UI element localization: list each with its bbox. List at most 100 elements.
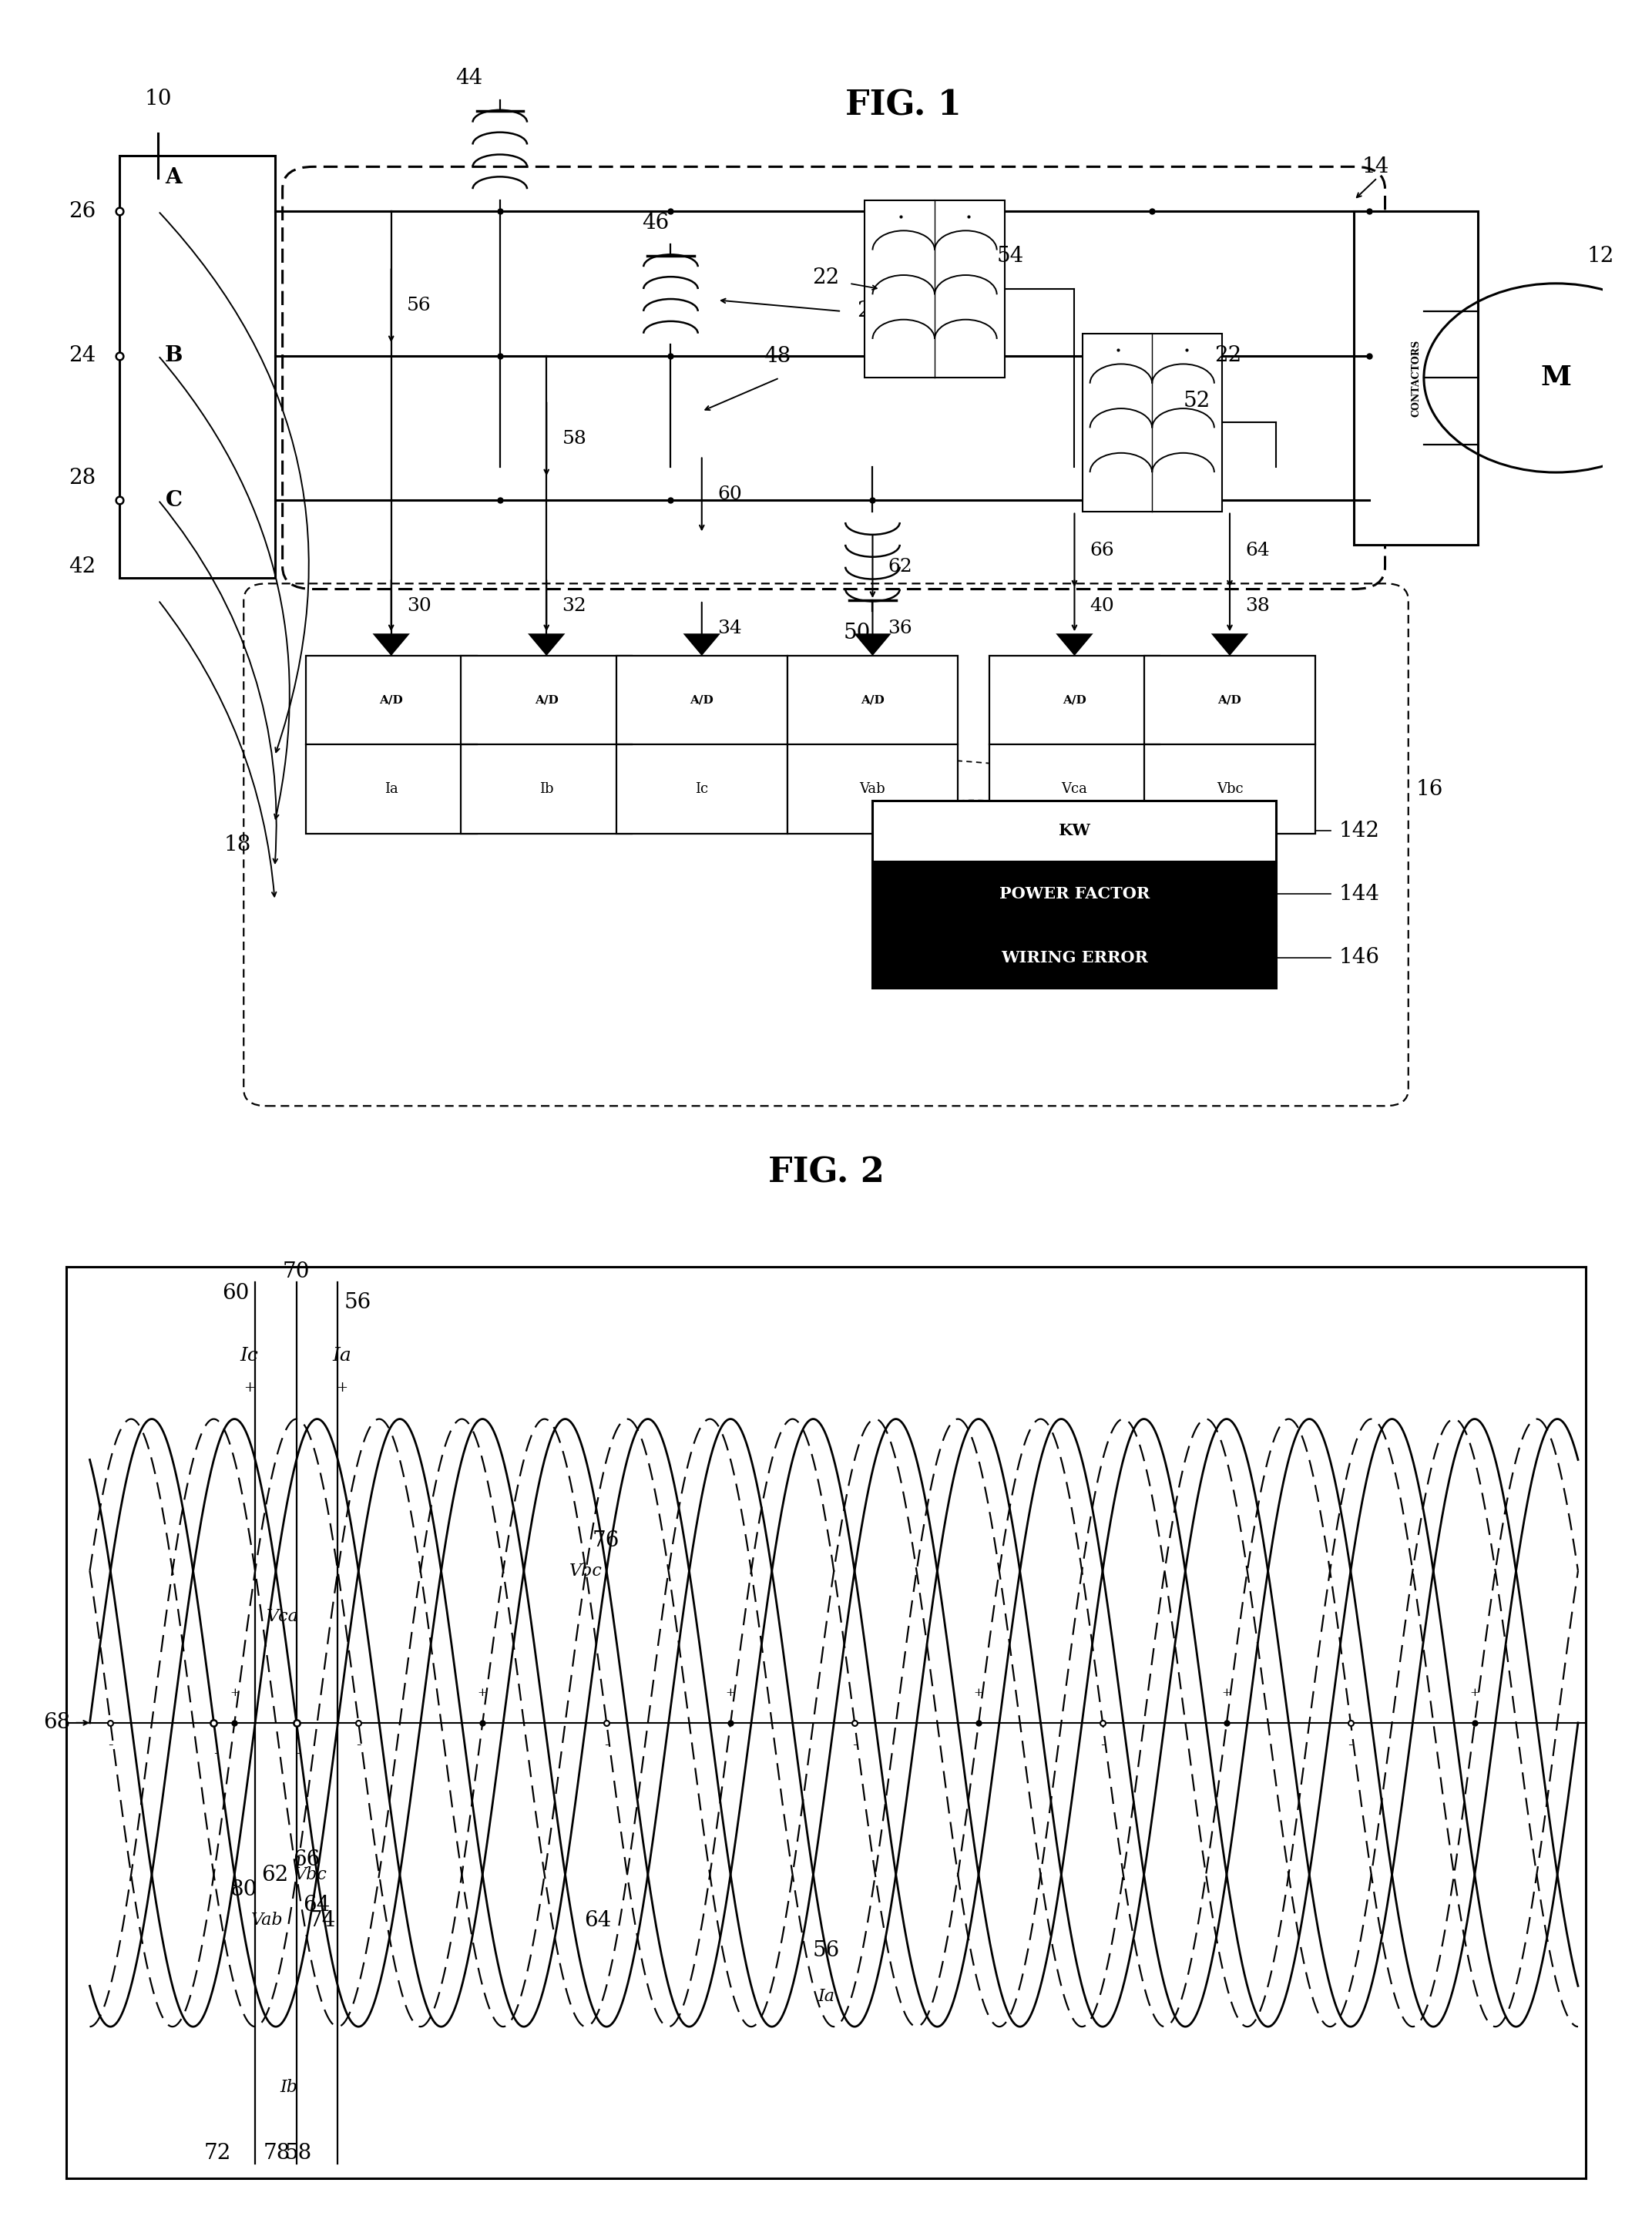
Text: A/D: A/D <box>1062 696 1087 705</box>
Text: Vab: Vab <box>251 1912 282 1930</box>
Polygon shape <box>1056 634 1094 656</box>
FancyBboxPatch shape <box>461 656 631 834</box>
Text: Vbc: Vbc <box>294 1867 327 1883</box>
FancyBboxPatch shape <box>1145 656 1315 834</box>
Text: 64: 64 <box>1246 542 1270 558</box>
Text: +: + <box>1470 1687 1480 1698</box>
Text: 74: 74 <box>309 1910 335 1932</box>
Text: 12: 12 <box>1588 247 1614 267</box>
Text: 64: 64 <box>302 1894 330 1916</box>
Text: FIG. 1: FIG. 1 <box>846 89 961 122</box>
Text: Ib: Ib <box>279 2079 297 2096</box>
Text: Ib: Ib <box>539 782 553 796</box>
Text: +: + <box>1222 1687 1231 1698</box>
Text: 78: 78 <box>263 2143 291 2163</box>
Text: A/D: A/D <box>380 696 403 705</box>
Text: A: A <box>165 167 182 189</box>
FancyBboxPatch shape <box>616 656 786 834</box>
Text: A/D: A/D <box>1218 696 1242 705</box>
Text: +: + <box>335 1380 347 1394</box>
FancyBboxPatch shape <box>872 927 1277 987</box>
FancyBboxPatch shape <box>786 656 958 834</box>
Text: 40: 40 <box>1090 598 1115 614</box>
FancyBboxPatch shape <box>119 156 274 578</box>
Text: 28: 28 <box>69 467 96 489</box>
FancyBboxPatch shape <box>872 800 1277 863</box>
Text: -: - <box>1100 1738 1105 1752</box>
Text: -: - <box>605 1738 610 1752</box>
Text: +: + <box>243 1380 254 1394</box>
Text: 38: 38 <box>1246 598 1270 614</box>
Text: Ic: Ic <box>695 782 709 796</box>
FancyBboxPatch shape <box>866 200 1004 378</box>
Text: A/D: A/D <box>535 696 558 705</box>
Text: -: - <box>296 1747 301 1761</box>
Text: 42: 42 <box>69 556 96 578</box>
Text: Vbc: Vbc <box>1216 782 1242 796</box>
Text: 66: 66 <box>292 1850 320 1870</box>
Polygon shape <box>1211 634 1249 656</box>
Text: 144: 144 <box>1338 885 1379 905</box>
Text: 66: 66 <box>1090 542 1115 558</box>
Text: Ia: Ia <box>332 1347 352 1365</box>
Text: Vca: Vca <box>1062 782 1087 796</box>
Text: B: B <box>165 345 183 367</box>
Text: 64: 64 <box>585 1910 611 1932</box>
Text: 44: 44 <box>456 69 482 89</box>
Text: M: M <box>1540 365 1571 391</box>
Text: 32: 32 <box>562 598 586 614</box>
Text: KW: KW <box>1059 823 1090 838</box>
Text: -: - <box>107 1738 112 1752</box>
Text: A/D: A/D <box>691 696 714 705</box>
Text: +: + <box>477 1687 487 1698</box>
Text: 58: 58 <box>284 2143 312 2163</box>
Text: 72: 72 <box>205 2143 231 2163</box>
Text: +: + <box>725 1687 735 1698</box>
Text: 58: 58 <box>562 431 586 447</box>
FancyBboxPatch shape <box>1355 211 1479 545</box>
Text: 68: 68 <box>43 1712 69 1734</box>
Text: -: - <box>355 1738 362 1752</box>
FancyBboxPatch shape <box>990 656 1160 834</box>
Text: 18: 18 <box>225 834 251 856</box>
Text: Ia: Ia <box>818 1987 834 2005</box>
FancyBboxPatch shape <box>306 656 477 834</box>
Text: Ia: Ia <box>385 782 398 796</box>
Text: -: - <box>213 1747 218 1761</box>
FancyBboxPatch shape <box>872 865 1277 925</box>
Text: 142: 142 <box>1338 820 1379 840</box>
Text: 54: 54 <box>996 247 1024 267</box>
Polygon shape <box>854 634 890 656</box>
Text: 46: 46 <box>641 213 669 233</box>
Text: 56: 56 <box>406 298 431 313</box>
Text: 56: 56 <box>344 1292 372 1312</box>
Text: 36: 36 <box>889 620 912 636</box>
Text: 146: 146 <box>1338 947 1379 967</box>
Text: C: C <box>165 489 182 511</box>
Text: Ic: Ic <box>240 1347 258 1365</box>
Text: 22: 22 <box>813 267 839 289</box>
Text: 26: 26 <box>69 200 96 222</box>
Text: 60: 60 <box>717 487 742 502</box>
Text: 30: 30 <box>406 598 431 614</box>
Polygon shape <box>529 634 565 656</box>
FancyBboxPatch shape <box>1082 333 1222 511</box>
Text: Vbc: Vbc <box>570 1563 603 1578</box>
Text: -: - <box>852 1738 857 1752</box>
Text: Vca: Vca <box>266 1607 299 1625</box>
Text: 48: 48 <box>763 347 791 367</box>
Text: 34: 34 <box>717 620 742 636</box>
Text: 10: 10 <box>145 89 172 109</box>
Text: 22: 22 <box>1214 345 1241 367</box>
Polygon shape <box>684 634 720 656</box>
Text: Vab: Vab <box>859 782 885 796</box>
Text: 52: 52 <box>1183 391 1211 411</box>
Text: A/D: A/D <box>861 696 884 705</box>
Text: 62: 62 <box>889 558 912 576</box>
Text: POWER FACTOR: POWER FACTOR <box>999 887 1150 903</box>
Text: 16: 16 <box>1416 778 1444 800</box>
Text: 76: 76 <box>591 1529 620 1552</box>
Text: 20: 20 <box>857 300 884 322</box>
Text: FIG. 2: FIG. 2 <box>768 1156 884 1189</box>
Text: 14: 14 <box>1361 156 1389 178</box>
